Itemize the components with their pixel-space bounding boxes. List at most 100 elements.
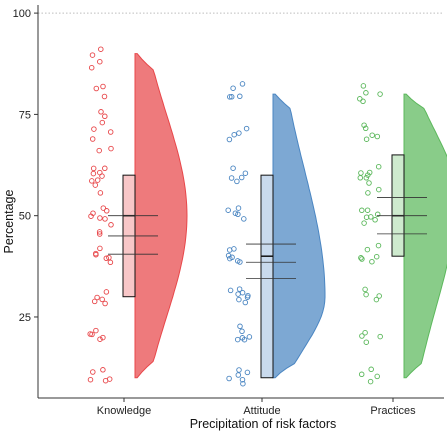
data-point-practices bbox=[363, 175, 370, 181]
data-point-practices bbox=[374, 373, 380, 380]
data-point-practices bbox=[361, 220, 367, 226]
data-point-attitude bbox=[226, 375, 232, 382]
data-point-practices bbox=[368, 366, 374, 373]
data-point-attitude bbox=[236, 130, 242, 136]
data-point-knowledge bbox=[94, 294, 100, 301]
data-point-practices bbox=[372, 217, 378, 223]
data-point-knowledge bbox=[91, 126, 97, 132]
axes: 25 50 75 100 Knowledge Attitude Practices bbox=[13, 8, 416, 417]
data-point-attitude bbox=[236, 367, 242, 373]
data-point-practices bbox=[366, 180, 372, 186]
data-point-practices bbox=[363, 339, 370, 345]
data-point-knowledge bbox=[103, 255, 110, 262]
data-point-attitude bbox=[226, 136, 233, 143]
data-point-attitude bbox=[227, 94, 233, 100]
data-point-practices bbox=[359, 256, 365, 262]
data-point-attitude bbox=[227, 287, 234, 294]
y-tick-label: 100 bbox=[13, 8, 31, 20]
data-point-practices bbox=[358, 255, 364, 261]
data-point-knowledge bbox=[100, 367, 106, 373]
data-point-knowledge bbox=[102, 300, 108, 307]
data-point-knowledge bbox=[106, 254, 112, 261]
data-point-attitude bbox=[239, 289, 246, 296]
data-point-attitude bbox=[234, 336, 241, 343]
data-point-attitude bbox=[238, 174, 245, 181]
data-point-attitude bbox=[231, 131, 237, 138]
data-point-attitude bbox=[228, 175, 235, 181]
data-point-knowledge bbox=[89, 178, 95, 184]
data-point-knowledge bbox=[98, 109, 104, 115]
data-point-practices bbox=[365, 172, 371, 178]
data-point-attitude bbox=[230, 85, 236, 91]
data-point-practices bbox=[360, 83, 367, 89]
data-point-practices bbox=[357, 96, 363, 102]
data-point-knowledge bbox=[102, 377, 109, 384]
data-point-attitude bbox=[239, 328, 245, 335]
data-point-knowledge bbox=[89, 331, 95, 338]
data-point-attitude bbox=[235, 205, 242, 211]
data-point-knowledge bbox=[92, 182, 99, 188]
data-point-attitude bbox=[240, 380, 246, 387]
data-point-knowledge bbox=[90, 165, 97, 172]
data-point-attitude bbox=[244, 369, 251, 376]
plot-area bbox=[38, 12, 447, 387]
density-attitude bbox=[272, 93, 326, 379]
data-point-attitude bbox=[239, 376, 246, 383]
data-point-attitude bbox=[246, 334, 253, 340]
data-point-knowledge bbox=[108, 145, 114, 152]
data-point-practices bbox=[364, 246, 371, 253]
data-point-knowledge bbox=[88, 213, 94, 219]
data-point-attitude bbox=[235, 291, 241, 297]
data-point-practices bbox=[359, 333, 365, 339]
data-point-practices bbox=[375, 163, 382, 170]
data-point-knowledge bbox=[99, 296, 105, 303]
x-tick-label-knowledge: Knowledge bbox=[97, 405, 151, 417]
data-point-attitude bbox=[230, 165, 236, 171]
data-point-knowledge bbox=[102, 113, 108, 120]
data-point-practices bbox=[369, 258, 375, 265]
data-point-practices bbox=[365, 190, 371, 196]
data-point-practices bbox=[377, 333, 383, 340]
data-point-knowledge bbox=[96, 231, 103, 237]
data-point-practices bbox=[367, 378, 374, 385]
data-point-attitude bbox=[239, 81, 246, 87]
data-point-practices bbox=[374, 211, 381, 218]
data-point-knowledge bbox=[103, 289, 110, 295]
data-point-practices bbox=[363, 291, 369, 298]
data-point-attitude bbox=[242, 299, 249, 306]
data-point-attitude bbox=[236, 296, 242, 303]
x-tick-label-practices: Practices bbox=[370, 405, 416, 417]
data-point-knowledge bbox=[97, 215, 103, 221]
data-point-attitude bbox=[241, 336, 248, 343]
data-point-knowledge bbox=[107, 129, 114, 135]
data-point-knowledge bbox=[103, 208, 110, 214]
data-point-knowledge bbox=[101, 93, 108, 100]
data-point-attitude bbox=[243, 125, 250, 132]
data-point-practices bbox=[362, 125, 369, 132]
y-tick-label: 50 bbox=[19, 211, 31, 223]
density-practices bbox=[403, 93, 447, 379]
data-point-attitude bbox=[234, 178, 240, 185]
box-practices bbox=[391, 154, 405, 257]
y-axis-title: Percentage bbox=[2, 189, 16, 253]
data-point-knowledge bbox=[97, 58, 103, 65]
data-point-knowledge bbox=[88, 64, 95, 71]
data-point-attitude bbox=[225, 207, 231, 213]
data-point-knowledge bbox=[100, 83, 106, 90]
data-point-knowledge bbox=[97, 336, 103, 342]
data-point-practices bbox=[363, 214, 370, 220]
data-point-practices bbox=[362, 286, 368, 293]
data-point-practices bbox=[358, 170, 364, 176]
data-point-knowledge bbox=[90, 369, 96, 375]
data-point-knowledge bbox=[97, 245, 103, 252]
box-attitude bbox=[260, 174, 274, 379]
data-point-knowledge bbox=[100, 334, 106, 341]
data-point-knowledge bbox=[99, 173, 105, 179]
data-point-attitude bbox=[235, 211, 241, 218]
data-point-attitude bbox=[237, 323, 243, 330]
data-point-attitude bbox=[236, 286, 243, 292]
data-point-knowledge bbox=[87, 376, 94, 383]
data-point-attitude bbox=[241, 216, 247, 222]
data-point-practices bbox=[359, 207, 365, 214]
data-point-knowledge bbox=[91, 298, 98, 305]
